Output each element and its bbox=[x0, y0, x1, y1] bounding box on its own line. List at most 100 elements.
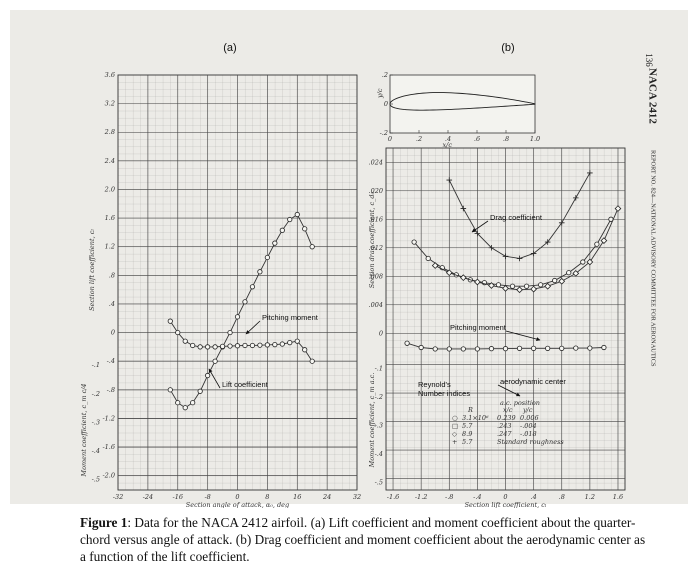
annotation-arrow bbox=[471, 220, 489, 233]
marker bbox=[227, 343, 233, 349]
marker bbox=[530, 285, 537, 293]
page-header: NACA 2412 bbox=[646, 68, 658, 124]
marker bbox=[287, 216, 293, 223]
inset-x-tick-label: .8 bbox=[503, 135, 509, 143]
legend-title: Number indices bbox=[418, 389, 470, 398]
legend-cell: .243 bbox=[497, 422, 511, 430]
legend-cell: 0.239 bbox=[497, 414, 516, 422]
marker bbox=[502, 253, 509, 260]
legend-header: x/c bbox=[503, 406, 513, 414]
marker bbox=[502, 284, 509, 292]
caption-label: Figure 1 bbox=[80, 515, 128, 530]
y-tick-label: .004 bbox=[369, 301, 383, 309]
y-tick-label: .8 bbox=[109, 271, 115, 279]
inset-y-tick-label: 0 bbox=[384, 100, 388, 108]
marker bbox=[175, 329, 181, 336]
legend-header: R bbox=[467, 406, 473, 414]
marker bbox=[488, 346, 495, 352]
x-tick-label: 24 bbox=[322, 493, 331, 501]
marker bbox=[580, 259, 586, 265]
inset-x-tick-label: 0 bbox=[388, 135, 392, 143]
y2-tick-label: -.1 bbox=[92, 361, 100, 369]
marker bbox=[586, 258, 594, 266]
marker bbox=[445, 269, 453, 277]
marker bbox=[544, 282, 552, 290]
legend-cell: ○ bbox=[452, 414, 458, 422]
marker bbox=[488, 282, 495, 289]
x-tick-label: -1.6 bbox=[387, 493, 400, 501]
x-tick-label: 1.6 bbox=[613, 493, 623, 501]
marker bbox=[294, 211, 300, 218]
marker bbox=[309, 244, 315, 250]
annotation: aerodynamic center bbox=[500, 377, 566, 386]
marker bbox=[205, 344, 211, 350]
inset-x-tick-label: 1.0 bbox=[530, 135, 540, 143]
airfoil-outline bbox=[389, 92, 536, 111]
marker bbox=[502, 346, 509, 352]
y2-tick-label: -.5 bbox=[375, 479, 383, 487]
marker bbox=[294, 338, 300, 344]
marker bbox=[404, 340, 410, 346]
marker bbox=[516, 286, 523, 294]
legend-cell: 5.7 bbox=[462, 438, 473, 446]
x-tick-label: -16 bbox=[173, 493, 183, 501]
marker bbox=[545, 345, 551, 351]
x-tick-label: 16 bbox=[293, 493, 301, 501]
y-tick-label: .4 bbox=[109, 300, 115, 308]
y-tick-label: 0 bbox=[111, 329, 115, 337]
annotation-arrow bbox=[245, 320, 261, 335]
marker bbox=[242, 342, 248, 349]
marker bbox=[558, 220, 565, 226]
marker bbox=[205, 372, 211, 379]
y-tick-label: .024 bbox=[369, 158, 383, 166]
y-tick-label: -.8 bbox=[107, 386, 115, 394]
legend-cell: -.018 bbox=[520, 430, 537, 438]
marker bbox=[264, 254, 270, 261]
marker bbox=[249, 342, 256, 349]
legend-title: Reynold's bbox=[418, 380, 451, 389]
marker bbox=[573, 345, 579, 351]
marker bbox=[552, 277, 558, 284]
legend-cell: -.004 bbox=[520, 422, 537, 430]
marker bbox=[182, 338, 188, 344]
y-tick-label: -1.2 bbox=[102, 414, 115, 422]
x-tick-label: 0 bbox=[235, 493, 239, 501]
marker bbox=[614, 205, 622, 212]
y-axis-label: Section drag coefficient, c_d₀ bbox=[368, 191, 376, 288]
legend-cell: Standard roughness bbox=[497, 438, 564, 446]
annotation-arrow bbox=[505, 330, 541, 342]
marker bbox=[190, 342, 196, 349]
marker bbox=[175, 400, 181, 406]
x-tick-label: 8 bbox=[265, 493, 269, 501]
y-tick-label: -.4 bbox=[107, 357, 115, 365]
x-tick-label: .4 bbox=[531, 493, 537, 501]
marker bbox=[587, 170, 593, 176]
marker bbox=[182, 405, 188, 411]
y2-tick-label: -.2 bbox=[375, 393, 383, 401]
marker bbox=[558, 277, 566, 285]
marker bbox=[523, 283, 530, 289]
y2-tick-label: -.1 bbox=[375, 365, 383, 373]
marker bbox=[167, 387, 173, 393]
marker bbox=[227, 329, 233, 336]
marker bbox=[432, 346, 438, 352]
annotation: Drag coefficient bbox=[490, 213, 543, 222]
y-tick-label: -1.6 bbox=[102, 443, 115, 451]
y-tick-label: 1.6 bbox=[105, 214, 115, 222]
marker bbox=[425, 255, 431, 262]
y2-axis-label: Moment coefficient, c_m c/4 bbox=[80, 383, 88, 477]
x-tick-label: -.4 bbox=[473, 493, 481, 501]
inset-x-tick-label: .4 bbox=[445, 135, 451, 143]
marker bbox=[460, 346, 466, 352]
y-tick-label: 0 bbox=[379, 329, 383, 337]
x-tick-label: -24 bbox=[143, 493, 153, 501]
marker bbox=[411, 239, 417, 245]
marker bbox=[516, 255, 523, 262]
annotation: Pitching moment bbox=[450, 323, 507, 332]
legend-cell: + bbox=[452, 438, 457, 446]
marker bbox=[197, 344, 203, 350]
running-head: REPORT NO. 824—NATIONAL ADVISORY COMMITT… bbox=[650, 150, 657, 367]
marker bbox=[601, 344, 607, 351]
marker bbox=[219, 343, 226, 349]
y2-tick-label: -.5 bbox=[92, 476, 100, 484]
